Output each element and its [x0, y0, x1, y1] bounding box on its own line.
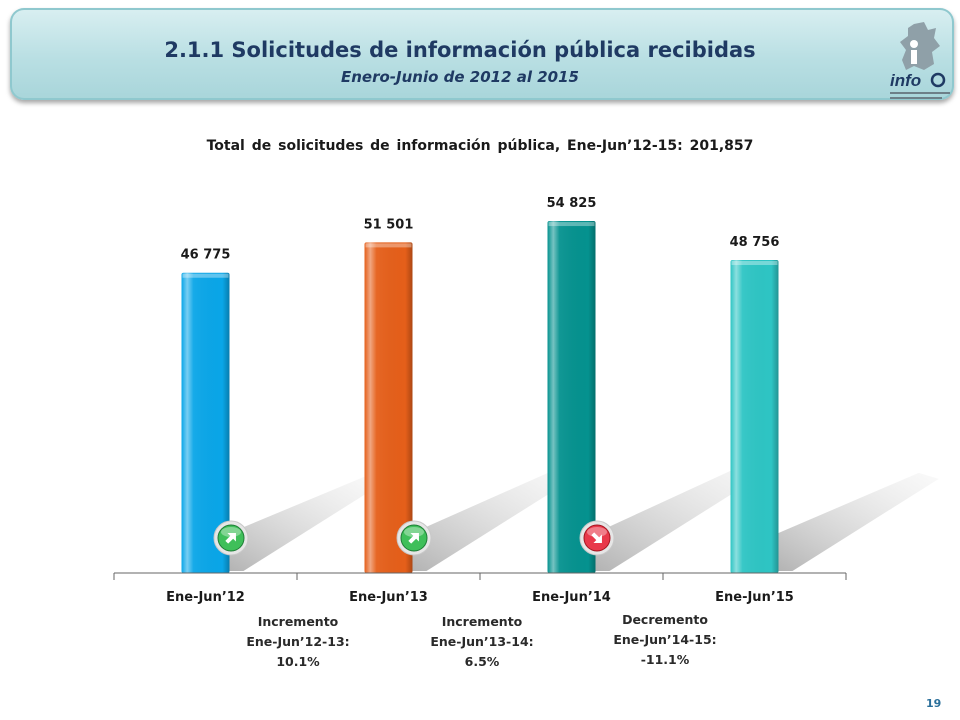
page-subtitle: Enero-Junio de 2012 al 2015	[341, 68, 579, 86]
change-period: Ene-Jun’12-13:	[246, 634, 350, 649]
bar-gloss	[547, 221, 596, 573]
page-title: 2.1.1 Solicitudes de información pública…	[164, 38, 756, 62]
header-banner: 2.1.1 Solicitudes de información pública…	[10, 8, 954, 100]
increase-arrow-icon	[396, 520, 432, 556]
bar-gloss	[730, 260, 779, 573]
value-label: 48 756	[730, 235, 780, 250]
value-label: 51 501	[364, 217, 414, 232]
change-label: Decremento	[622, 612, 708, 627]
page-number: 19	[926, 697, 942, 710]
change-period: Ene-Jun’14-15:	[613, 632, 717, 647]
svg-text:info: info	[890, 71, 921, 90]
decrease-arrow-icon	[579, 520, 615, 556]
change-label: Incremento	[257, 614, 339, 629]
bar-shadow	[229, 476, 384, 571]
bar-gloss	[181, 272, 230, 573]
x-tick-label: Ene-Jun’15	[715, 590, 794, 605]
chart-title: Total de solicitudes de información públ…	[206, 138, 754, 154]
info-logo-icon: info	[890, 22, 950, 99]
change-value: 6.5%	[464, 654, 500, 669]
x-tick-label: Ene-Jun’13	[349, 590, 428, 605]
bar-shadow	[778, 472, 939, 571]
change-note-13-14: Incremento Ene-Jun’13-14: 6.5%	[412, 612, 552, 672]
bar-top-highlight	[182, 273, 229, 278]
bar-top-highlight	[548, 222, 595, 227]
x-tick-label: Ene-Jun’12	[166, 590, 245, 605]
value-label: 46 775	[181, 248, 231, 263]
change-label: Incremento	[441, 614, 523, 629]
bar-top-highlight	[731, 261, 778, 266]
change-note-14-15: Decremento Ene-Jun’14-15: -11.1%	[595, 610, 735, 670]
change-period: Ene-Jun’13-14:	[430, 634, 534, 649]
bar-top-highlight	[365, 243, 412, 248]
increase-arrow-icon	[213, 520, 249, 556]
bar-gloss	[364, 242, 413, 574]
change-note-12-13: Incremento Ene-Jun’12-13: 10.1%	[228, 612, 368, 672]
value-label: 54 825	[547, 196, 597, 211]
bar-shadow	[412, 467, 582, 571]
change-value: -11.1%	[640, 652, 690, 667]
x-tick-label: Ene-Jun’14	[532, 590, 611, 605]
change-value: 10.1%	[276, 654, 320, 669]
